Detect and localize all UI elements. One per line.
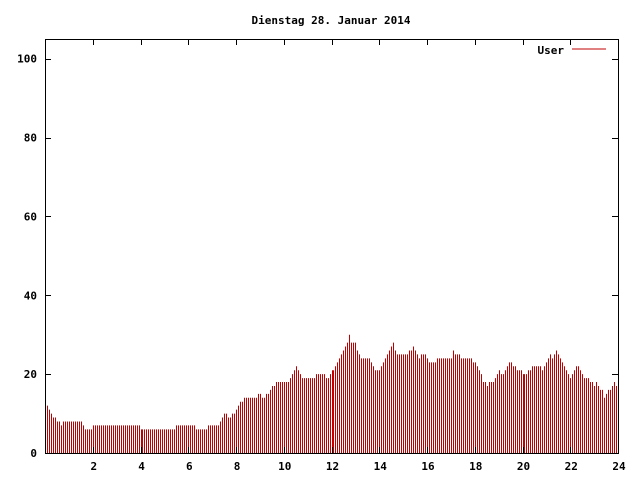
- x-tick-label: 24: [612, 460, 626, 473]
- x-tick-label: 6: [186, 460, 193, 473]
- bar-series: [45, 334, 619, 453]
- legend: User: [538, 44, 606, 57]
- x-tick-label: 18: [469, 460, 482, 473]
- y-tick-label: 40: [24, 289, 37, 302]
- x-tick-label: 2: [90, 460, 97, 473]
- x-tick-label: 22: [565, 460, 578, 473]
- x-tick-label: 20: [517, 460, 530, 473]
- x-tick-label: 8: [234, 460, 241, 473]
- chart-title: Dienstag 28. Januar 2014: [252, 14, 411, 27]
- y-tick-label: 100: [17, 53, 37, 66]
- x-tick-label: 14: [374, 460, 388, 473]
- plot-frame: [45, 39, 619, 454]
- y-tick-label: 60: [24, 210, 37, 223]
- y-tick-label: 20: [24, 368, 37, 381]
- x-tick-label: 12: [326, 460, 339, 473]
- x-tick-label: 10: [278, 460, 291, 473]
- y-tick-label: 0: [30, 447, 37, 460]
- x-tick-label: 4: [138, 460, 145, 473]
- legend-label-user: User: [538, 44, 565, 57]
- y-tick-label: 80: [24, 132, 37, 145]
- x-tick-label: 16: [421, 460, 435, 473]
